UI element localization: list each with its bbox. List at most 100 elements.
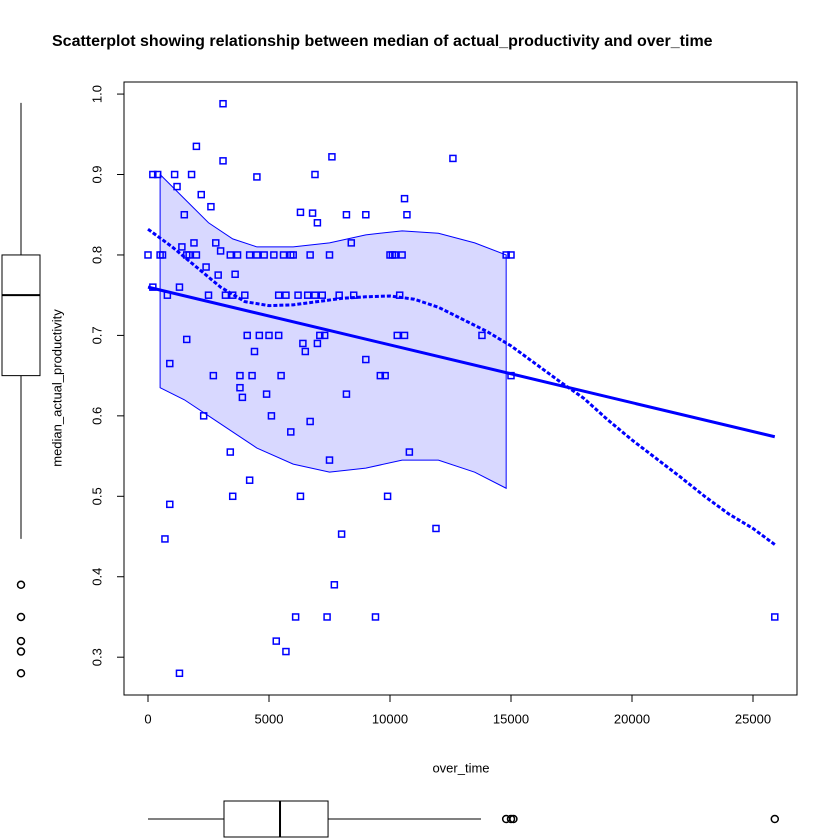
data-point <box>282 647 290 656</box>
x-box <box>223 800 329 838</box>
data-point <box>233 251 242 259</box>
y-axis-label: median_actual_productivity <box>49 309 64 467</box>
data-point <box>149 170 157 179</box>
x-tick-label: 15000 <box>493 711 529 726</box>
y-tick-label: 0.3 <box>89 648 104 666</box>
data-point <box>318 291 326 299</box>
x-tick-label: 25000 <box>735 711 771 726</box>
data-point <box>245 476 254 484</box>
data-point <box>178 243 186 251</box>
y-box-outlier <box>16 580 26 590</box>
data-point <box>311 170 319 179</box>
data-point <box>330 581 339 589</box>
data-point <box>289 251 297 259</box>
data-point <box>400 194 409 203</box>
data-point <box>219 157 227 165</box>
data-point <box>296 208 305 217</box>
data-point <box>241 291 249 299</box>
data-point <box>180 210 189 219</box>
x-box-outlier <box>509 814 518 824</box>
x-tick-label: 0 <box>144 711 151 726</box>
y-tick-label: 0.5 <box>89 487 104 505</box>
data-point <box>175 283 184 291</box>
data-point <box>185 251 193 259</box>
data-point <box>221 291 230 299</box>
data-point <box>478 331 486 340</box>
data-point <box>236 371 244 380</box>
data-point <box>316 331 324 340</box>
data-point <box>308 209 317 217</box>
data-point <box>238 393 247 402</box>
y-tick-label: 0.8 <box>89 246 104 264</box>
data-point <box>328 153 336 161</box>
data-point <box>393 331 402 340</box>
data-point <box>507 251 515 259</box>
data-point <box>267 412 276 420</box>
data-point <box>362 355 370 364</box>
data-point <box>216 247 225 255</box>
data-point <box>175 669 184 678</box>
data-point <box>144 251 152 259</box>
data-point <box>226 251 235 259</box>
data-point <box>253 173 261 181</box>
x-axis-label: over_time <box>432 760 489 775</box>
x-box-outlier <box>506 814 516 824</box>
data-point <box>250 347 259 356</box>
data-point <box>325 251 334 259</box>
data-point <box>199 412 208 420</box>
regression-line <box>147 285 776 439</box>
y-box-outlier <box>16 612 26 622</box>
chart-title: Scatterplot showing relationship between… <box>52 33 713 50</box>
data-point <box>347 239 356 247</box>
data-point <box>294 291 302 299</box>
data-point <box>320 331 329 340</box>
y-tick-label: 1.0 <box>89 85 104 103</box>
data-point <box>337 530 346 538</box>
y-box-outlier <box>16 669 26 678</box>
data-point <box>313 219 322 227</box>
data-point <box>391 251 399 259</box>
data-point <box>219 99 227 108</box>
data-point <box>771 613 779 621</box>
x-tick-label: 10000 <box>372 711 408 726</box>
y-tick-label: 0.9 <box>89 165 104 183</box>
data-point <box>383 492 392 501</box>
smooth-line <box>147 228 776 546</box>
data-point <box>192 251 201 259</box>
data-point <box>262 390 271 398</box>
data-point <box>291 613 300 621</box>
data-point <box>255 331 264 340</box>
data-point <box>265 331 273 340</box>
data-point <box>296 492 305 501</box>
data-point <box>192 142 201 151</box>
data-point <box>301 347 310 356</box>
x-tick-label: 20000 <box>614 711 650 726</box>
data-point <box>405 448 414 456</box>
data-point <box>403 210 411 219</box>
data-point <box>449 154 457 163</box>
data-point <box>279 251 288 259</box>
data-point <box>398 251 406 259</box>
data-point <box>187 170 196 179</box>
data-point <box>287 428 295 436</box>
data-point <box>245 251 254 259</box>
data-point <box>212 239 220 247</box>
data-point <box>313 339 322 348</box>
data-point <box>209 371 218 380</box>
data-point <box>502 251 510 259</box>
y-tick-label: 0.4 <box>89 568 104 586</box>
data-point <box>182 335 191 344</box>
data-point <box>153 170 162 179</box>
data-point <box>166 500 174 509</box>
x-tick-label: 5000 <box>255 711 284 726</box>
data-point <box>248 371 256 380</box>
data-point <box>207 202 215 211</box>
data-point <box>214 271 222 279</box>
data-point <box>299 339 307 348</box>
data-point <box>306 417 314 426</box>
data-point <box>400 331 409 340</box>
data-point <box>228 492 237 501</box>
x-box-outlier <box>770 814 780 824</box>
y-tick-label: 0.6 <box>89 407 104 425</box>
